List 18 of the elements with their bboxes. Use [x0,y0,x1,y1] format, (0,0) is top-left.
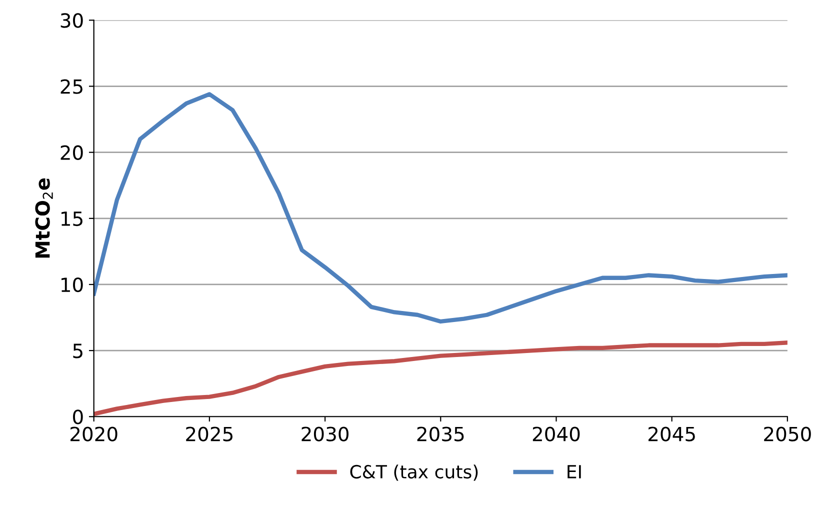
y-tick-label: 5 [73,344,82,358]
line-series [94,92,788,324]
y-tick-label: 0 [73,410,83,424]
legend-label: EI [568,465,581,478]
y-tick-label: 15 [62,212,82,226]
y-tick-label: 25 [60,79,82,94]
y-axis-title: MtCO$_{2}$e [35,178,53,258]
y-tick-label: 10 [62,277,83,292]
x-tick-label: 2040 [532,426,580,442]
y-tick-label: 20 [60,145,83,160]
x-tick-label: 2050 [764,426,811,442]
y-tick-label: 30 [60,13,83,28]
x-tick-label: 2045 [648,426,695,442]
x-tick-label: 2020 [70,426,118,442]
x-tick-label: 2030 [302,426,348,442]
x-tick-label: 2035 [417,426,464,442]
legend-label: C&T (tax cuts) [350,464,478,481]
x-tick-label: 2025 [186,426,232,442]
